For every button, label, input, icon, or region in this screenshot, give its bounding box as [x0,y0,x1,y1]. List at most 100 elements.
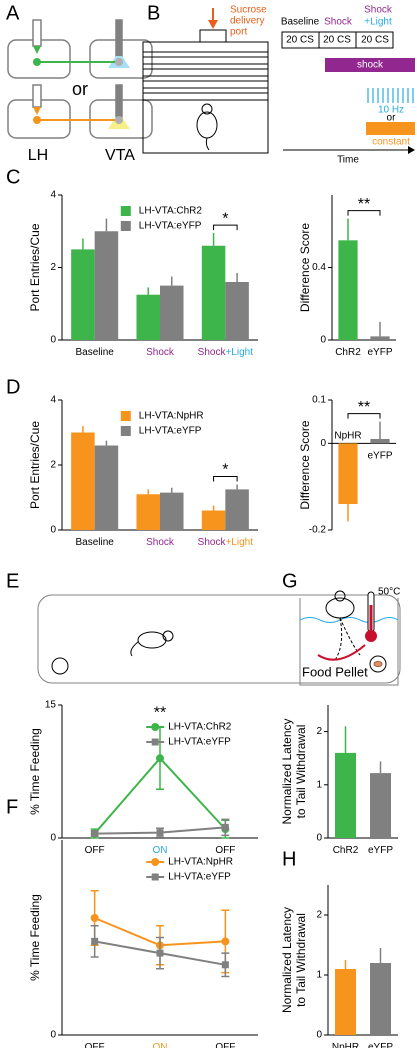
bar [338,443,358,504]
x-tick-label: OFF [85,1042,105,1048]
legend-swatch [120,206,131,216]
y-tick-label: 0 [320,438,326,449]
legend-marker [151,858,160,866]
y-tick-label: 0 [316,1030,322,1041]
x-tick-label: NpHR [334,430,361,441]
cs-label: 20 CS [286,35,314,46]
bar [136,294,160,340]
legend-label: LH-VTA:eYFP [168,872,231,883]
x-tick-label: Baseline [75,347,114,358]
marker [221,823,229,831]
panel-label: D [6,376,20,398]
panel-label: G [282,570,298,592]
marker [221,961,229,969]
y-axis-label: to Tail Withdrawal [294,913,308,1007]
significance-label: ** [358,196,370,213]
significance-label: ** [154,704,166,721]
marker [156,829,164,837]
bar [160,285,184,340]
x-tick-label: ChR2 [335,347,361,358]
temp-label: 50°C [378,587,400,598]
legend-label: LH-VTA:ChR2 [139,206,203,217]
y-axis-label: Port Entries/Cue [28,421,42,509]
significance-bracket [213,476,238,482]
y-tick-label: 2 [50,262,56,273]
significance-bracket [213,224,238,231]
y-tick-label: 0 [50,335,56,346]
y-tick-label: 2 [316,726,322,737]
cs-label: 20 CS [361,35,389,46]
x-tick-label: eYFP [368,845,393,856]
bar [94,231,119,340]
bar [370,773,391,838]
bar [225,489,249,530]
bar [370,963,391,1035]
panel-label: A [6,2,20,24]
x-tick-label: ChR2 [333,845,359,856]
schematic-b [142,8,415,154]
y-tick-label: 1 [316,779,322,790]
y-tick-label: 1 [316,970,322,981]
or-label: or [72,79,88,99]
legend-swatch [120,221,131,231]
x-tick-label: Shock+Light [198,537,254,548]
legend-label: LH-VTA:eYFP [139,221,202,232]
x-tick-label: ON [153,1042,168,1048]
phase-label: +Light [364,17,392,28]
x-tick-label: Shock+Light [198,347,254,358]
pulse-label: 10 Hz [378,105,404,116]
constant-label: constant [372,137,410,148]
panel-label: H [282,848,296,870]
x-tick-label: eYFP [367,347,392,358]
y-tick-label: 2 [316,910,322,921]
y-tick-label: 15 [45,700,57,711]
x-tick-label: OFF [215,845,235,856]
y-tick-label: 4 [50,190,56,201]
bar [338,240,358,340]
legend-label: LH-VTA:NpHR [168,857,233,868]
bar [71,432,95,530]
bar [335,752,356,838]
legend-swatch [120,411,131,421]
phase-label: Shock [324,17,353,28]
bar [335,969,356,1035]
x-tick-label: Shock [146,347,175,358]
legend-marker [151,738,159,746]
or-label: or [387,113,397,124]
y-axis-label: to Tail Withdrawal [294,725,308,819]
y-axis-label: % Time Feeding [28,728,42,815]
marker [91,830,99,838]
bar [160,492,184,530]
x-tick-label: NpHR [332,1042,359,1048]
y-tick-label: 0 [320,335,326,346]
y-axis-label: Port Entries/Cue [28,223,42,311]
legend-label: LH-VTA:NpHR [139,411,204,422]
region-label: VTA [105,147,135,164]
bar [370,439,390,444]
y-axis-label: Difference Score [298,223,312,312]
panel-label: E [6,570,19,592]
schematic-e [37,594,401,684]
pellet-label: Food Pellet [302,664,368,679]
panel-label: F [6,796,18,818]
significance-bracket [347,413,381,419]
bar [71,249,95,340]
significance-bracket [347,210,381,216]
phase-label: Baseline [281,17,320,28]
legend-marker [151,873,159,881]
bar [94,445,119,530]
shock-label: shock [357,60,384,71]
y-tick-label: 0 [50,833,56,844]
y-axis-label: Normalized Latency [280,718,294,824]
y-tick-label: 0.4 [312,262,326,273]
significance-label: * [222,462,228,479]
schematic-a [7,19,153,139]
y-tick-label: 4 [50,395,56,406]
region-label: LH [28,147,48,164]
significance-label: ** [358,399,370,416]
legend-marker [151,723,160,731]
time-label: Time [337,155,359,166]
legend-label: LH-VTA:eYFP [139,426,202,437]
bar [201,510,226,530]
